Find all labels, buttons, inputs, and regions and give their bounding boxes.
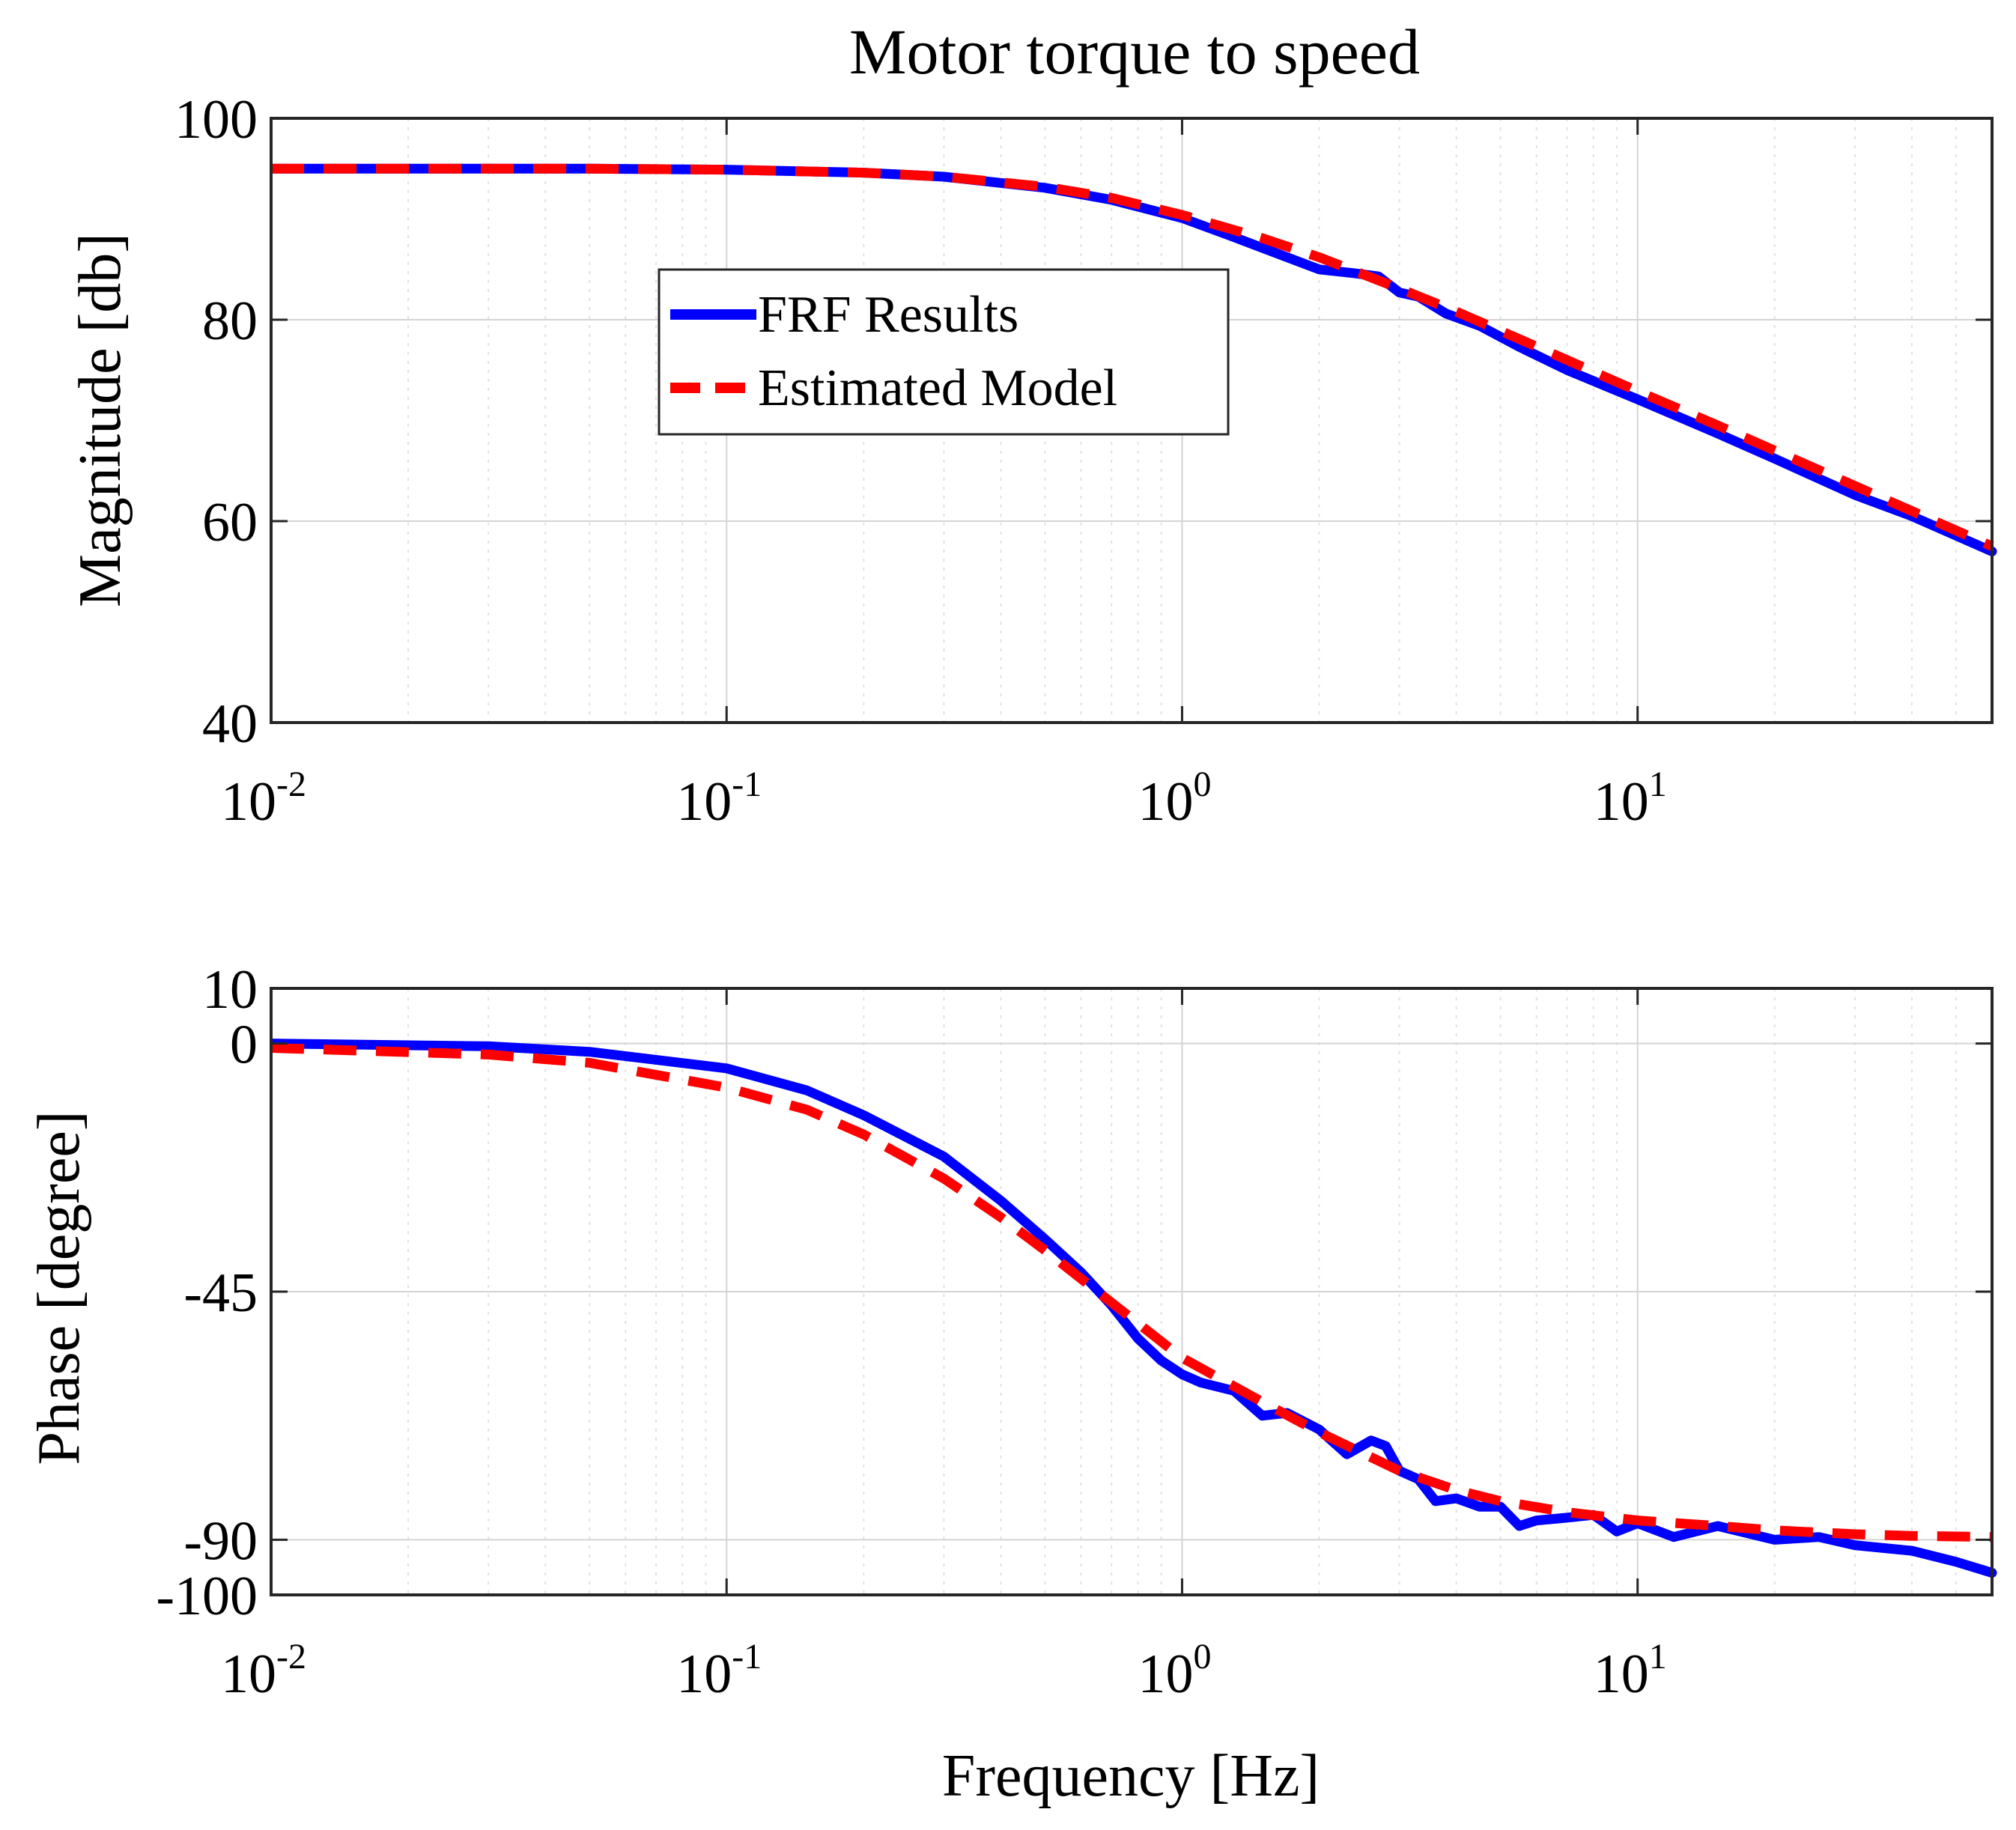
y-tick-label: 40 — [202, 693, 258, 755]
magnitude-axes-frame — [270, 117, 1994, 724]
magnitude-y-axis-label: Magnitude [db] — [67, 233, 133, 607]
x-tick-label: 100 — [1138, 1637, 1211, 1705]
legend: FRF Results Estimated Model — [658, 268, 1230, 436]
y-tick-label: -45 — [183, 1262, 258, 1324]
x-tick-label: 10-1 — [676, 1637, 762, 1705]
x-tick-label: 101 — [1594, 764, 1667, 833]
frf-results-line — [271, 1039, 1997, 1578]
estimated-model-line — [271, 1043, 1993, 1542]
x-tick-label: 10-2 — [221, 1637, 306, 1705]
legend-label-frf: FRF Results — [758, 286, 1018, 344]
legend-box — [658, 268, 1230, 436]
phase-y-axis-label: Phase [degree] — [26, 1110, 92, 1465]
legend-label-model: Estimated Model — [758, 359, 1117, 417]
y-tick-label: 10 — [202, 959, 258, 1021]
magnitude-panel: 10-2 10-1 100 101 40 60 80 100 Magnitude [db] — [67, 89, 1997, 833]
y-tick-label: -90 — [183, 1510, 258, 1572]
estimated-model-line — [271, 163, 1994, 551]
x-tick-label: 10-2 — [221, 764, 306, 833]
y-tick-label: -100 — [156, 1566, 258, 1627]
y-tick-label: 80 — [202, 291, 258, 352]
x-tick-label: 10-1 — [676, 764, 762, 833]
y-tick-label: 100 — [174, 89, 258, 151]
chart-title: Motor torque to speed — [849, 16, 1420, 88]
x-axis-label: Frequency [Hz] — [942, 1743, 1320, 1809]
x-tick-label: 100 — [1138, 764, 1211, 833]
y-tick-label: 0 — [230, 1015, 258, 1076]
phase-panel: 10-2 10-1 100 101 -100-90 -45 010 Phase [degre… — [26, 959, 1997, 1705]
x-tick-label: 101 — [1594, 1637, 1667, 1705]
y-tick-label: 60 — [202, 492, 258, 553]
